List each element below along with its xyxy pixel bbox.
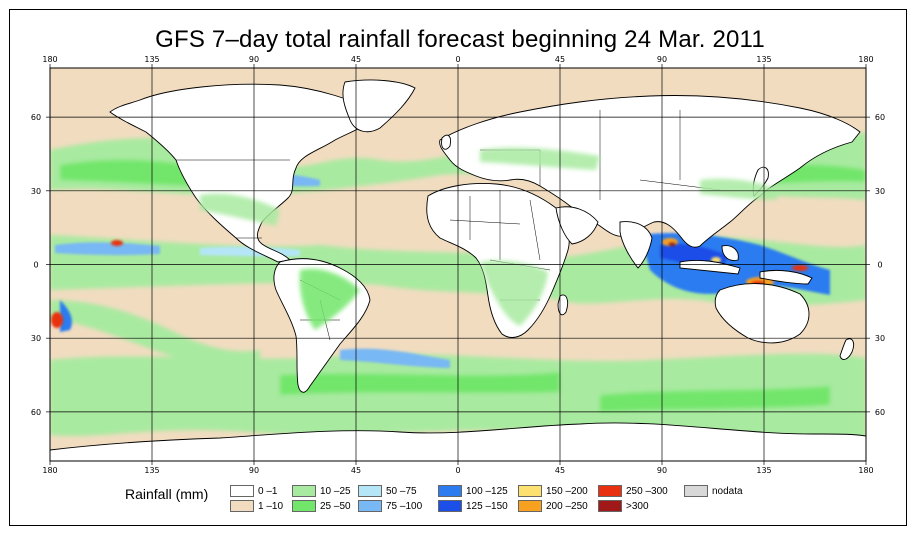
new-guinea: [759, 269, 813, 285]
legend-swatch: [358, 485, 382, 497]
lon-label-bottom: 45: [351, 466, 361, 475]
lat-label-left: 30: [31, 187, 41, 196]
map-title: GFS 7–day total rainfall forecast beginn…: [155, 26, 765, 53]
lon-label-top: 90: [657, 55, 667, 64]
axis-ticks: 180 180 135 135 90 90 45 45 0 0 45 45 90 90 135 135 180 1…: [31, 55, 885, 475]
legend-swatch: [518, 485, 542, 497]
lat-label-right: 60: [875, 408, 885, 417]
lon-label-top: 45: [351, 55, 361, 64]
legend-label: 200 –250: [546, 501, 588, 512]
greenland: [342, 79, 416, 133]
lon-label-top: 180: [858, 55, 873, 64]
lon-label-bottom: 90: [657, 466, 667, 475]
lon-label-bottom: 90: [249, 466, 259, 475]
legend-label: 0 –1: [258, 486, 278, 497]
lat-label-left: 60: [31, 113, 41, 122]
legend-label: 125 –150: [466, 501, 508, 512]
lon-label-bottom: 135: [756, 466, 771, 475]
legend-label: 25 –50: [320, 501, 351, 512]
lat-label-left: 0: [33, 261, 38, 270]
lon-label-bottom: 180: [42, 466, 57, 475]
legend-label: 1 –10: [258, 501, 284, 512]
australia: [714, 283, 810, 344]
legend-title: Rainfall (mm): [125, 486, 209, 502]
lat-label-left: 30: [31, 334, 41, 343]
lon-label-bottom: 135: [144, 466, 159, 475]
legend-label: 50 –75: [386, 486, 417, 497]
lat-label-right: 60: [875, 113, 885, 122]
legend-label: 10 –25: [320, 486, 351, 497]
lon-label-top: 0: [455, 55, 460, 64]
arabia: [555, 206, 599, 245]
lon-label-top: 135: [144, 55, 159, 64]
lon-label-top: 90: [249, 55, 259, 64]
legend-label: nodata: [712, 486, 743, 497]
legend-label: 75 –100: [386, 501, 423, 512]
legend-swatch: [598, 485, 622, 497]
new-zealand: [839, 338, 855, 360]
indonesia: [679, 259, 741, 275]
uk: [441, 134, 451, 150]
legend-swatch: [438, 500, 462, 512]
land-rain: [200, 147, 780, 330]
madagascar: [557, 294, 569, 316]
legend-swatch: [230, 500, 254, 512]
legend-swatch: [292, 500, 316, 512]
lon-label-bottom: 0: [455, 466, 460, 475]
legend-swatch: [438, 485, 462, 497]
lon-label-top: 180: [42, 55, 57, 64]
legend-swatch: [358, 500, 382, 512]
legend-label: >300: [626, 501, 649, 512]
legend-swatch: [292, 485, 316, 497]
legend-swatch: [598, 500, 622, 512]
legend-swatch: [518, 500, 542, 512]
legend-label: 100 –125: [466, 486, 508, 497]
lon-label-bottom: 180: [858, 466, 873, 475]
legend-label: 250 –300: [626, 486, 668, 497]
lat-label-right: 30: [875, 334, 885, 343]
lat-label-left: 60: [31, 408, 41, 417]
lon-label-bottom: 45: [555, 466, 565, 475]
lon-label-top: 135: [756, 55, 771, 64]
lat-label-right: 30: [875, 187, 885, 196]
borneo: [721, 245, 739, 261]
lon-label-top: 45: [555, 55, 565, 64]
figure-frame: [9, 9, 907, 526]
legend-label: 150 –200: [546, 486, 588, 497]
india: [619, 221, 653, 269]
legend-swatch: [684, 485, 708, 497]
lat-label-right: 0: [877, 261, 882, 270]
legend-swatch: [230, 485, 254, 497]
eurasia: [439, 95, 861, 248]
